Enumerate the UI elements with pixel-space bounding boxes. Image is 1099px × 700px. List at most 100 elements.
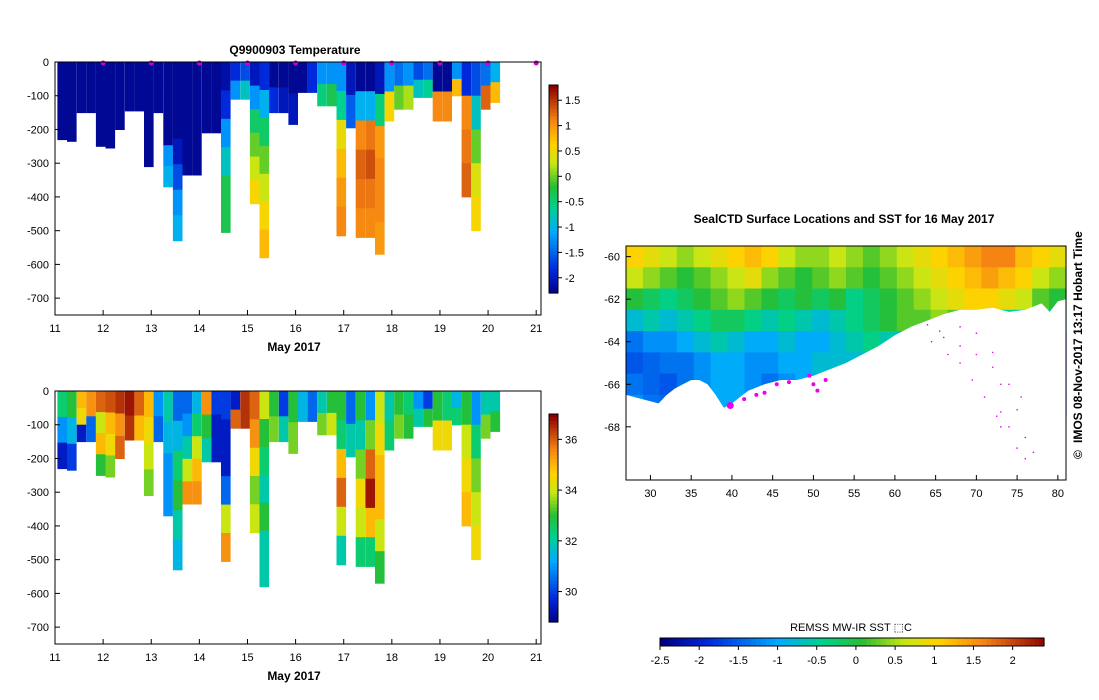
sst-colorbar-cell [1039,638,1045,646]
sst-cell [812,352,830,375]
colorbar-cell [549,521,558,526]
colorbar-cell [549,504,558,509]
sst-cell [778,309,796,332]
colorbar-cell [549,185,558,190]
colorbar-cell [549,171,558,176]
profile-cell [221,204,231,233]
sst-cell [626,267,644,290]
colorbar-cell [549,445,558,450]
sst-cell [642,267,661,290]
sst-colorbar-cell [717,638,723,646]
profile-cell [355,537,366,567]
profile-cell [172,189,183,216]
profile-cell [471,458,481,493]
sst-cell [998,288,1016,311]
profile-cell [480,85,491,110]
profile-cell [432,391,443,421]
colorbar-cell [549,576,558,581]
colorbar-cell [549,126,558,131]
colorbar-cell [549,524,558,529]
colorbar-cell [549,116,558,121]
colorbar-cell [549,573,558,578]
colorbar-tick-label: 36 [565,434,577,446]
sst-colorbar-cell [924,638,930,646]
profile-cell [336,62,347,92]
profile-cell [95,412,106,434]
colorbar-cell [549,414,558,419]
profile-cell [394,85,404,110]
x-tick-label: 18 [386,323,398,335]
x-tick-label: 17 [338,652,350,664]
colorbar-cell [549,545,558,550]
colorbar-cell [549,531,558,536]
x-tick-label: 20 [482,323,494,335]
track-dot [1016,447,1018,449]
sst-cell [710,246,729,268]
surface-marker [389,60,395,66]
profile-cell [375,487,385,520]
profile-cell [211,414,221,439]
profile-cell [394,62,404,87]
sst-cell [761,331,779,353]
lower-profiles [57,391,501,588]
profile-cell [172,113,183,140]
profile-cell [259,530,270,560]
sst-cell [1049,267,1067,290]
sst-colorbar-tick-label: -0.5 [807,655,826,667]
sst-colorbar-cell [664,638,671,646]
colorbar-cell [549,192,558,197]
profile-cell [95,454,106,476]
profile-cell [336,177,347,208]
colorbar-cell [549,91,558,96]
colorbar-cell [549,85,558,90]
colorbar-cell [549,112,558,117]
sst-cell [846,246,864,268]
colorbar-cell [549,424,558,429]
colorbar-cell [549,105,558,110]
profile-cell [201,391,212,416]
profile-cell [471,163,481,198]
track-dot [942,336,945,339]
surface-marker [437,60,443,66]
profile-cell [182,458,193,482]
sst-cell [998,267,1016,290]
profile-cell [182,62,193,176]
colorbar-cell [549,223,558,228]
sst-colorbar-cell [746,638,752,646]
profile-cell [394,414,404,439]
sst-cell [727,373,745,396]
sst-cell [896,267,915,290]
copyright-mark: © [1071,450,1085,459]
sst-cell [659,267,678,290]
sst-cell [778,331,796,353]
profile-cell [375,455,385,488]
sst-colorbar-cell [952,638,959,646]
surface-marker [485,60,491,66]
colorbar-cell [549,420,558,425]
profile-cell [471,129,481,164]
profile-cell [230,391,241,411]
profile-cell [76,391,87,409]
profile-cell [86,391,96,417]
sst-colorbar-cell [832,638,839,646]
profile-cell [394,391,404,416]
profile-cell [124,391,135,416]
seal-position [786,380,791,385]
colorbar-cell [549,202,558,207]
profile-cell [336,91,347,121]
sst-colorbar-cell [1010,638,1016,646]
x-tick-label: 19 [434,652,446,664]
colorbar-cell [549,261,558,266]
colorbar-cell [549,143,558,148]
profile-cell [76,62,87,114]
colorbar-cell [549,580,558,585]
colorbar-cell [549,476,558,481]
colorbar-cell [549,618,558,623]
profile-cell [192,391,202,415]
colorbar-cell [549,486,558,491]
sst-cell [642,373,661,396]
profile-cell [365,420,375,450]
colorbar-cell [549,268,558,273]
profile-cell [144,417,154,444]
sst-cell [710,309,729,332]
